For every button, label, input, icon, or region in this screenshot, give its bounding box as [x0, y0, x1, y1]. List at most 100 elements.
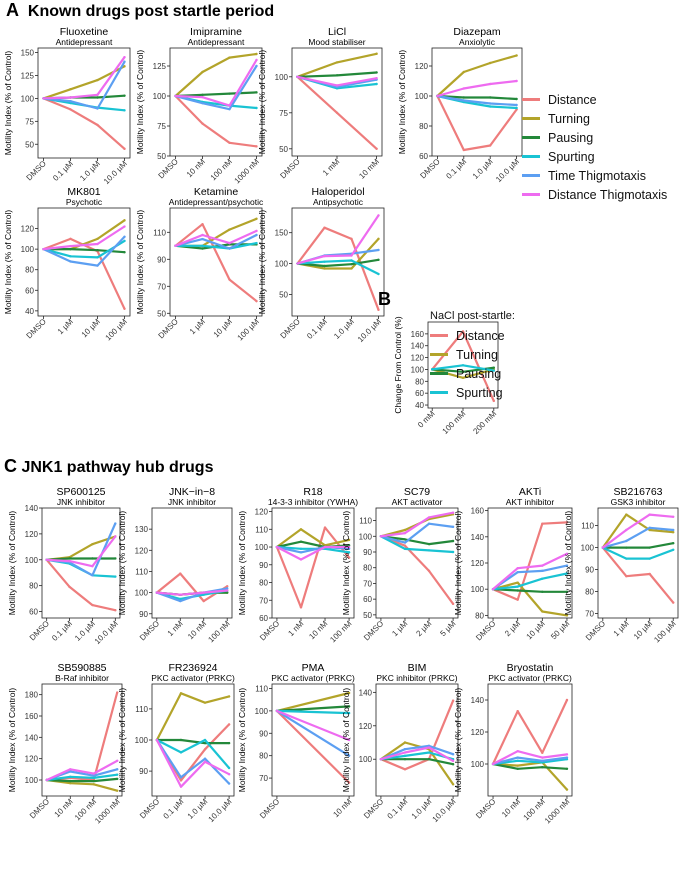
data-point	[427, 522, 431, 525]
data-point	[648, 528, 651, 532]
series-line	[379, 699, 455, 771]
data-point	[228, 104, 231, 107]
data-point	[491, 762, 495, 766]
data-point	[69, 244, 72, 248]
y-tick-label: 140	[25, 504, 39, 513]
data-point	[403, 741, 407, 744]
y-tick-label: 90	[139, 610, 148, 619]
y-tick-label: 120	[25, 755, 39, 764]
y-tick-label: 70	[157, 282, 166, 291]
chart-title: SB590885	[57, 662, 106, 674]
series-line	[174, 242, 258, 250]
series-line	[296, 258, 380, 268]
chart-subtitle: Antidepressant	[56, 37, 113, 47]
y-tick-label: 70	[363, 579, 372, 588]
series-line	[174, 91, 258, 98]
series-line	[491, 552, 569, 591]
x-tick-label: 2 µM	[414, 619, 433, 638]
series-line	[601, 542, 675, 549]
data-point	[91, 543, 94, 546]
data-point	[201, 122, 204, 125]
y-tick-label: 100	[21, 94, 35, 103]
x-tick-label: 10 nM	[500, 797, 522, 819]
y-tick-label: 100	[471, 760, 485, 769]
data-point	[403, 768, 407, 771]
data-point	[123, 219, 126, 222]
data-point	[672, 531, 675, 534]
chart-title: SP600125	[56, 486, 105, 498]
x-tick-label: DMSO	[474, 797, 497, 820]
data-point	[227, 695, 231, 698]
legend-a-label: Turning	[548, 111, 590, 126]
y-tick-label: 60	[419, 152, 428, 161]
data-point	[179, 776, 183, 779]
chart-title: R18	[303, 486, 322, 498]
y-tick-label: 60	[363, 595, 372, 604]
chart-subtitle: Anxiolytic	[459, 37, 496, 47]
data-point	[123, 307, 126, 310]
legend-a-swatch	[522, 193, 540, 196]
data-point	[323, 526, 327, 529]
data-point	[201, 70, 204, 74]
data-point	[201, 237, 204, 241]
data-point	[379, 535, 383, 538]
y-tick-label: 100	[411, 365, 425, 374]
y-tick-label: 120	[415, 62, 429, 71]
series-line	[174, 58, 258, 107]
data-point	[179, 597, 182, 601]
y-tick-label: 100	[359, 532, 373, 541]
y-axis-label: Motility Index (% of Control)	[341, 511, 351, 616]
x-tick-label: 1 nM	[286, 619, 305, 638]
data-point	[672, 601, 675, 604]
y-tick-label: 100	[581, 544, 595, 553]
data-point	[296, 262, 299, 265]
data-point	[96, 123, 99, 127]
data-point	[123, 225, 126, 228]
data-point	[92, 774, 95, 777]
data-point	[648, 557, 651, 560]
data-point	[96, 78, 99, 82]
x-tick-label: 100 µM	[236, 317, 262, 343]
data-point	[255, 217, 258, 220]
y-axis-label: Motility Index (% of Control)	[135, 50, 145, 155]
legend-b-label: Turning	[456, 347, 498, 362]
plot-frame	[271, 507, 355, 619]
legend-b-label: Pausing	[456, 366, 502, 381]
y-axis-label: Motility Index (% of Control)	[7, 688, 17, 793]
data-point	[255, 229, 258, 233]
x-tick-label: 1 mM	[321, 157, 342, 178]
series-line	[379, 511, 455, 538]
x-tick-label: 10 nM	[186, 619, 208, 641]
data-point	[69, 770, 72, 773]
legend-a-item: Distance Thigmotaxis	[522, 185, 667, 204]
data-point	[42, 247, 45, 251]
series-line	[174, 64, 258, 111]
data-point	[255, 145, 258, 148]
section-c-letter: C	[4, 456, 17, 476]
data-point	[123, 65, 126, 68]
data-point	[350, 237, 353, 241]
series-line	[491, 564, 569, 591]
series-line	[491, 758, 569, 766]
data-point	[69, 96, 72, 99]
series-line	[491, 521, 569, 601]
data-point	[255, 52, 258, 56]
chart-title: SB216763	[613, 486, 662, 498]
series-line	[436, 94, 518, 101]
series-line	[436, 79, 518, 98]
data-point	[516, 750, 519, 753]
data-point	[116, 768, 119, 771]
data-point	[202, 599, 205, 603]
data-point	[347, 551, 351, 554]
data-point	[350, 259, 353, 262]
series-line	[436, 94, 518, 152]
data-point	[350, 267, 353, 270]
series-line	[45, 535, 117, 568]
legend-a-label: Time Thigmotaxis	[548, 168, 646, 183]
data-point	[299, 551, 303, 554]
data-point	[123, 60, 126, 63]
series-line	[436, 54, 518, 98]
